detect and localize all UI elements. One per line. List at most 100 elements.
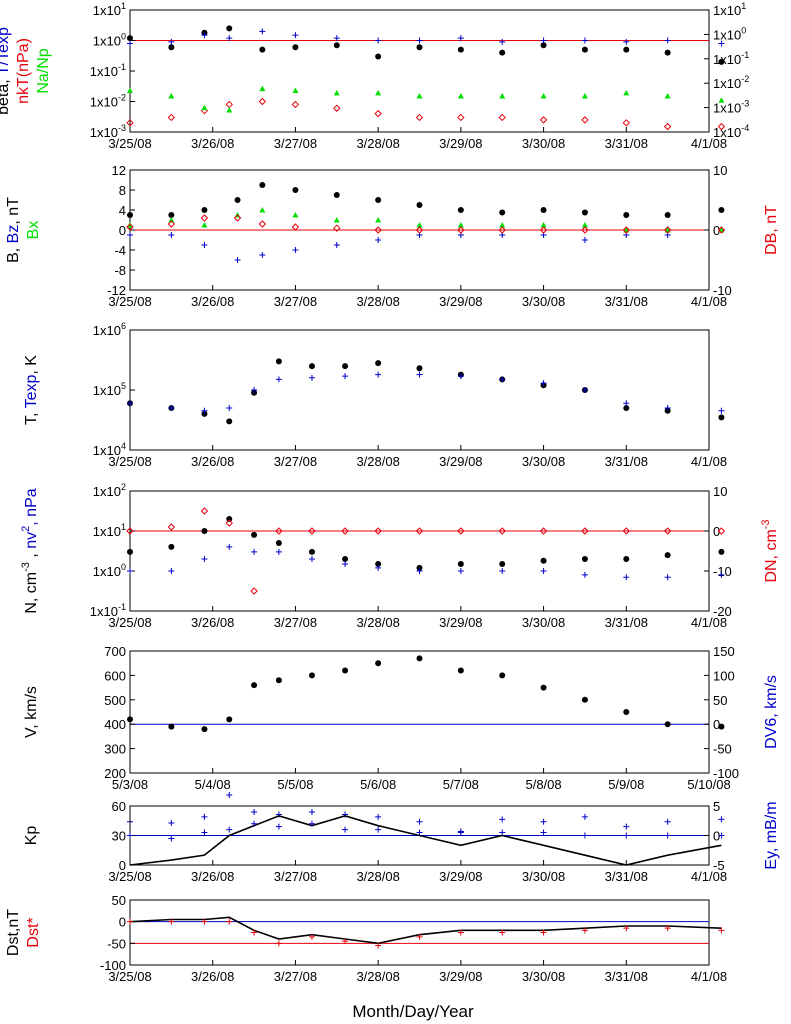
data-point	[126, 527, 134, 535]
x-tick-label: 3/27/08	[274, 615, 317, 630]
x-tick-label: 3/27/08	[274, 869, 317, 884]
panel-p4: 1x10-1 1x100 1x101 1x102 -20 -10 0 10 3/25/08 3/2…	[20, 482, 780, 630]
data-point	[168, 835, 175, 842]
data-point	[168, 212, 175, 218]
y-tick-label: 1x10-3	[90, 123, 126, 140]
data-point	[291, 223, 300, 231]
data-point	[333, 192, 340, 198]
data-point	[375, 942, 382, 949]
data-point	[581, 37, 588, 44]
data-point	[375, 813, 382, 820]
data-point	[275, 548, 282, 555]
x-tick-label: 5/10/08	[687, 777, 730, 792]
x-tick-label: 3/26/08	[191, 615, 234, 630]
data-point	[664, 721, 671, 728]
x-tick-label: 5/5/08	[277, 777, 313, 792]
data-point	[333, 104, 341, 112]
data-point	[457, 113, 465, 122]
data-point	[201, 207, 208, 213]
y-axis-label: B, Bz, nT	[5, 197, 22, 263]
y2-tick-label: 1x10-1	[713, 50, 749, 67]
x-tick-label: 3/30/08	[522, 294, 565, 309]
data-point	[718, 927, 725, 934]
data-point	[375, 217, 382, 223]
y2-tick-label: 50	[713, 693, 727, 708]
data-point	[457, 667, 464, 674]
data-point	[457, 207, 464, 213]
data-point	[457, 92, 464, 99]
y-axis-label: Na/Np	[35, 48, 52, 93]
x-tick-label: 3/28/08	[356, 454, 399, 469]
y2-axis-label: DN, cm-3	[760, 519, 780, 582]
data-point	[292, 87, 299, 94]
x-tick-label: 5/4/08	[195, 777, 231, 792]
data-point	[342, 363, 349, 370]
series-green	[127, 85, 725, 113]
series-red	[126, 97, 726, 131]
data-point	[126, 223, 134, 231]
data-point	[581, 222, 588, 228]
data-point	[226, 918, 233, 925]
data-point	[201, 918, 208, 925]
y2-tick-label: -10	[713, 564, 732, 579]
data-point	[718, 407, 725, 414]
data-point	[415, 226, 424, 234]
data-point	[291, 100, 300, 109]
data-point	[374, 226, 382, 234]
data-point	[333, 42, 340, 49]
x-tick-label: 4/1/08	[691, 869, 727, 884]
data-point	[258, 97, 267, 106]
y-tick-label: 50	[112, 893, 126, 908]
data-point	[499, 560, 506, 567]
data-point	[168, 232, 175, 238]
data-point	[259, 182, 266, 188]
data-point	[664, 574, 671, 581]
x-tick-label: 3/26/08	[191, 136, 234, 151]
series-blue	[127, 791, 725, 835]
data-point	[540, 92, 547, 99]
data-point	[581, 92, 588, 99]
data-point	[126, 119, 134, 127]
y2-tick-label: 10	[713, 163, 727, 178]
data-point	[457, 373, 464, 380]
data-point	[374, 109, 382, 118]
y2-tick-label: 1x101	[713, 1, 746, 18]
data-point	[499, 376, 506, 383]
data-point	[416, 564, 423, 571]
x-tick-label: 3/29/08	[439, 294, 482, 309]
y-tick-label: 0	[119, 915, 126, 930]
x-tick-label: 3/30/08	[522, 969, 565, 984]
data-point	[416, 655, 423, 662]
plot-frame	[129, 490, 710, 612]
data-point	[416, 202, 423, 208]
data-point	[201, 813, 208, 820]
data-point	[664, 212, 671, 218]
data-point	[457, 829, 464, 836]
data-point	[127, 568, 133, 574]
plot-frame	[129, 899, 710, 966]
series-green	[127, 207, 725, 233]
x-tick-label: 3/30/08	[522, 869, 565, 884]
data-point	[622, 226, 630, 234]
data-point	[416, 829, 423, 836]
y2-tick-label: 0	[713, 223, 720, 238]
data-point	[342, 560, 349, 567]
data-point	[581, 527, 589, 535]
y-tick-label: 1x10-2	[90, 93, 126, 110]
plot-frame	[129, 329, 710, 451]
data-point	[540, 818, 547, 825]
y-axis-label: V, km/s	[23, 686, 40, 738]
x-tick-label: 4/1/08	[691, 294, 727, 309]
data-point	[275, 358, 282, 365]
data-point	[623, 574, 630, 581]
data-point	[127, 400, 133, 407]
data-point	[233, 214, 242, 222]
y2-tick-label: 10	[713, 484, 727, 499]
data-point	[457, 222, 464, 228]
data-point	[201, 32, 208, 39]
x-tick-label: 3/28/08	[356, 136, 399, 151]
data-point	[416, 92, 423, 99]
data-point	[581, 387, 588, 393]
y2-axis-label: Ey, mB/m	[763, 801, 780, 869]
data-point	[375, 197, 382, 203]
